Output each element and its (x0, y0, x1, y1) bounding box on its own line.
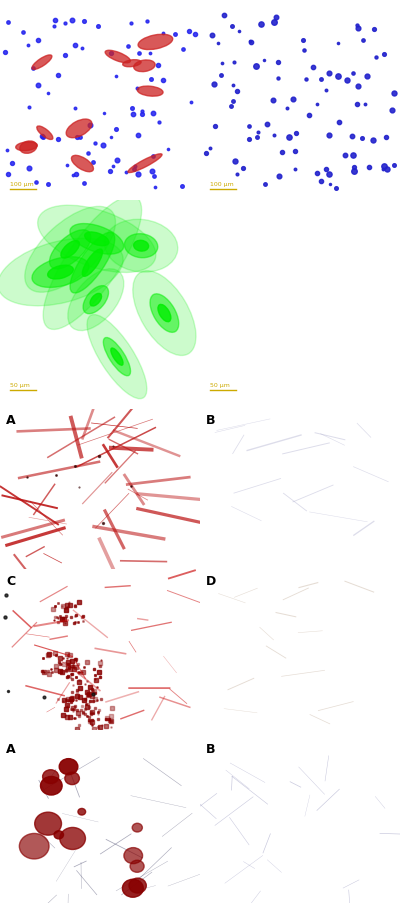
Circle shape (122, 880, 143, 898)
Circle shape (124, 848, 142, 863)
Ellipse shape (123, 61, 141, 68)
Circle shape (78, 808, 86, 815)
Ellipse shape (50, 230, 91, 269)
Ellipse shape (103, 338, 130, 377)
Ellipse shape (48, 265, 73, 280)
Ellipse shape (104, 220, 178, 273)
Ellipse shape (134, 241, 149, 252)
Circle shape (65, 772, 80, 785)
Ellipse shape (82, 250, 102, 277)
Ellipse shape (158, 305, 171, 322)
Ellipse shape (25, 207, 116, 293)
Ellipse shape (90, 294, 102, 307)
Text: C: C (6, 207, 15, 220)
Text: A: A (6, 6, 16, 19)
Ellipse shape (128, 154, 162, 173)
Ellipse shape (66, 120, 92, 138)
Text: 50 μm: 50 μm (210, 383, 230, 387)
Text: A: A (6, 414, 16, 427)
Ellipse shape (68, 269, 124, 331)
Ellipse shape (150, 294, 179, 333)
Text: B: B (206, 742, 216, 755)
Ellipse shape (111, 349, 123, 366)
Text: B: B (206, 6, 216, 19)
Circle shape (40, 777, 62, 796)
Ellipse shape (85, 233, 109, 247)
Ellipse shape (38, 206, 156, 274)
Circle shape (35, 812, 62, 835)
Ellipse shape (70, 233, 115, 293)
Ellipse shape (32, 56, 52, 70)
Circle shape (19, 833, 49, 859)
Ellipse shape (137, 87, 163, 97)
Ellipse shape (83, 286, 108, 314)
Ellipse shape (0, 239, 123, 306)
Ellipse shape (61, 241, 80, 259)
Text: 50 μm: 50 μm (10, 383, 30, 387)
Circle shape (129, 878, 146, 893)
Ellipse shape (133, 272, 196, 356)
Ellipse shape (20, 142, 37, 154)
Ellipse shape (134, 61, 155, 72)
Ellipse shape (87, 315, 147, 399)
Circle shape (60, 827, 86, 850)
Ellipse shape (72, 156, 94, 172)
Ellipse shape (70, 224, 124, 255)
Ellipse shape (43, 197, 142, 330)
Ellipse shape (138, 35, 173, 51)
Text: 100 μm: 100 μm (10, 182, 34, 187)
Text: A: A (6, 742, 16, 755)
Ellipse shape (105, 51, 130, 64)
Circle shape (59, 759, 78, 775)
Circle shape (54, 831, 64, 839)
Circle shape (132, 824, 142, 832)
Circle shape (43, 770, 59, 784)
Text: B: B (206, 414, 216, 427)
Circle shape (130, 861, 144, 872)
Ellipse shape (16, 143, 37, 152)
Text: 100 μm: 100 μm (210, 182, 234, 187)
Ellipse shape (32, 257, 89, 288)
Text: C: C (6, 574, 15, 587)
Ellipse shape (37, 126, 53, 140)
Ellipse shape (124, 235, 158, 258)
Text: D: D (206, 574, 216, 587)
Text: D: D (206, 207, 216, 220)
